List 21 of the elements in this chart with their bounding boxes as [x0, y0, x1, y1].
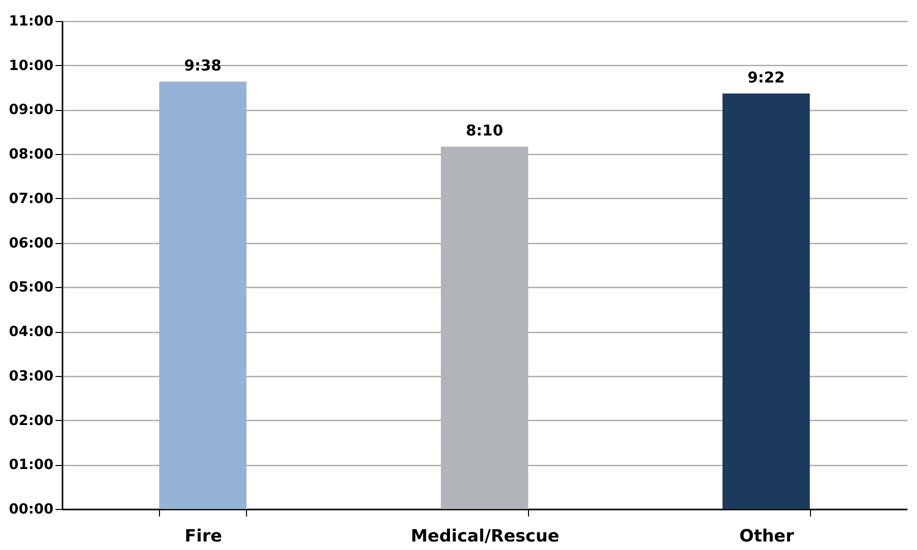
y-tick-label: 05:00 — [8, 280, 54, 296]
data-label: 8:10 — [466, 122, 504, 140]
bar — [722, 93, 810, 509]
y-tick-label: 01:00 — [8, 457, 54, 474]
y-tick-label: 06:00 — [8, 235, 54, 252]
y-tick-label: 08:00 — [8, 146, 54, 163]
y-tick-label: 02:00 — [8, 412, 54, 429]
y-tick-label: 07:00 — [8, 190, 54, 207]
y-tick-label: 09:00 — [8, 102, 54, 118]
y-tick-label: 11:00 — [8, 14, 54, 30]
x-tick-label: Other — [739, 526, 795, 546]
bar — [440, 146, 528, 509]
y-tick-label: 03:00 — [8, 368, 54, 384]
y-tick-label: 10:00 — [8, 58, 54, 74]
bar — [159, 82, 246, 509]
data-label: 9:38 — [184, 56, 222, 75]
y-tick-label: 00:00 — [8, 502, 54, 518]
y-tick-label: 04:00 — [8, 324, 54, 340]
x-tick-label: Medical/Rescue — [410, 526, 560, 546]
x-tick-label: Fire — [184, 526, 222, 546]
data-label: 9:22 — [748, 68, 785, 86]
